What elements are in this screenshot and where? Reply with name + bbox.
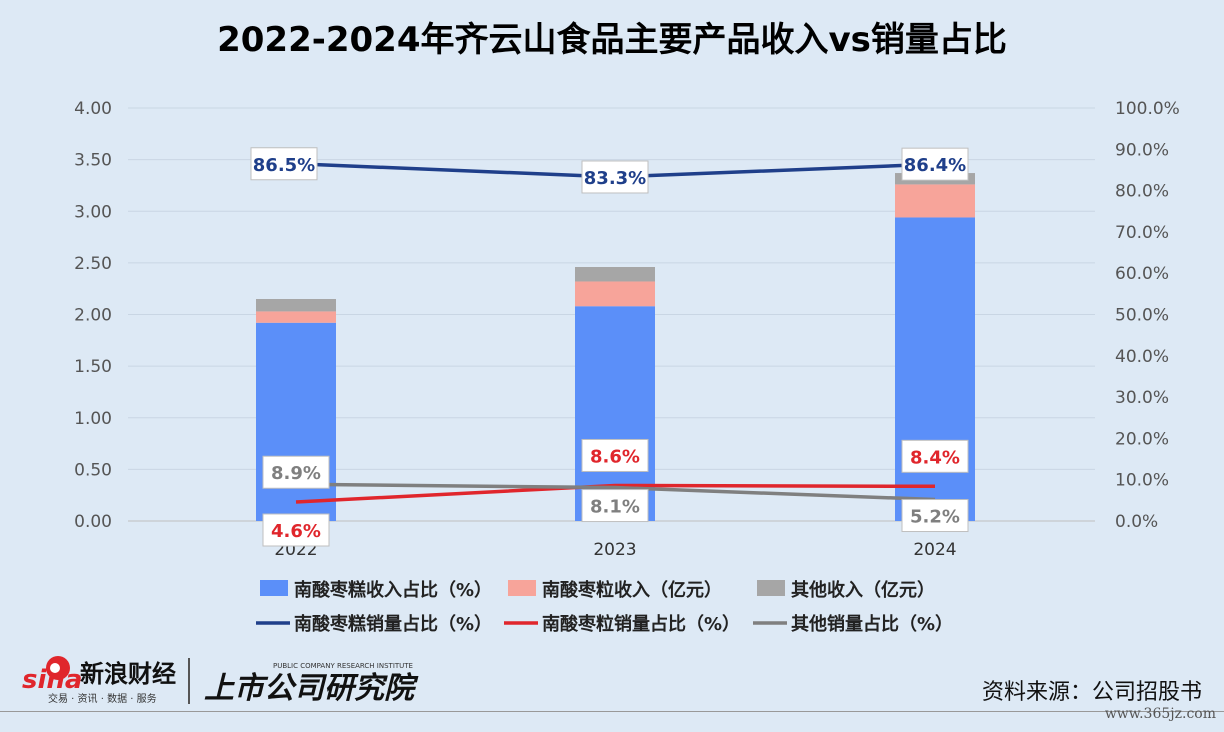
legend-label: 南酸枣粒收入（亿元） [542,579,722,601]
right-axis-tick: 30.0% [1115,388,1169,408]
legend-label: 其他收入（亿元） [791,579,935,601]
bar-grain [895,184,975,218]
data-label-box [901,499,969,533]
left-axis-tick: 3.00 [74,202,112,222]
sina-logo-text: sina [22,665,82,695]
sina-eye-pupil-icon [50,663,60,673]
bar-grain [256,311,336,323]
legend-swatch [508,580,536,596]
data-label-box [901,439,969,473]
research-institute-logo: PUBLIC COMPANY RESEARCH INSTITUTE 上市公司研究… [204,662,419,706]
bottom-rule [0,711,1224,712]
data-label: 86.4% [904,155,966,176]
data-source: 资料来源：公司招股书 [981,680,1202,705]
right-axis-tick: 10.0% [1115,471,1169,491]
left-axis-tick: 2.50 [74,254,112,274]
right-axis-tick: 0.0% [1115,512,1158,532]
sina-finance-text: 新浪财经 [80,660,176,688]
right-axis-tick: 100.0% [1115,99,1180,119]
data-label-box [581,489,649,523]
data-label-box [901,147,969,181]
left-axis-tick: 3.50 [74,151,112,171]
data-label: 8.4% [910,447,960,468]
x-axis-tick-label: 2023 [593,540,636,560]
left-axis-tick: 2.00 [74,306,112,326]
data-label-box [581,160,649,194]
legend-swatch [260,580,288,596]
left-axis-tick: 4.00 [74,99,112,119]
chart-svg: 0.00 0.50 1.00 1.50 2.00 2.50 3.00 3.50 4.00 0.0%… [74,99,1180,635]
right-axis-tick: 20.0% [1115,429,1169,449]
bar-other [575,267,655,282]
watermark-site: www.365jz.com [1104,706,1216,722]
left-axis-tick: 1.00 [74,409,112,429]
legend-label: 南酸枣糕销量占比（%） [294,613,492,635]
legend-label: 其他销量占比（%） [791,613,953,635]
bar-cake [256,322,336,521]
left-axis-tick: 0.00 [74,512,112,532]
data-label-box [581,438,649,472]
data-label: 86.5% [253,155,315,176]
bar-other [256,299,336,312]
right-axis-tick: 40.0% [1115,347,1169,367]
data-label: 5.2% [910,507,960,528]
right-axis-tick: 50.0% [1115,306,1169,326]
data-label: 8.9% [271,463,321,484]
data-label: 4.6% [271,521,321,542]
right-axis-tick: 80.0% [1115,182,1169,202]
research-institute-en: PUBLIC COMPANY RESEARCH INSTITUTE [273,662,413,670]
bar-grain [575,281,655,307]
data-label: 8.6% [590,446,640,467]
sina-finance-subtext: 交易 · 资讯 · 数据 · 服务 [48,692,157,705]
data-label-box [262,455,330,489]
sina-logo: sina 新浪财经 交易 · 资讯 · 数据 · 服务 [22,656,176,705]
right-axis-tick: 70.0% [1115,223,1169,243]
legend-label: 南酸枣糕收入占比（%） [294,579,492,601]
legend-label: 南酸枣粒销量占比（%） [542,613,740,635]
research-institute-text: 上市公司研究院 [204,671,419,706]
logo-divider [188,658,190,704]
x-axis-tick-label: 2024 [913,540,956,560]
legend-swatch [757,580,785,596]
grain-volume-line [295,483,936,504]
data-label-box [262,513,330,547]
data-label: 83.3% [584,168,646,189]
chart-title: 2022-2024年齐云山食品主要产品收入vs销量占比 [217,20,1007,60]
bar-cake [895,217,975,521]
left-axis-tick: 1.50 [74,357,112,377]
data-label-box [250,147,318,181]
footer-logos: sina 新浪财经 交易 · 资讯 · 数据 · 服务 PUBLIC COMPA… [22,656,419,706]
other-volume-line [295,482,936,502]
right-axis-tick: 60.0% [1115,264,1169,284]
right-axis-tick: 90.0% [1115,140,1169,160]
data-label: 8.1% [590,497,640,518]
left-axis-tick: 0.50 [74,460,112,480]
